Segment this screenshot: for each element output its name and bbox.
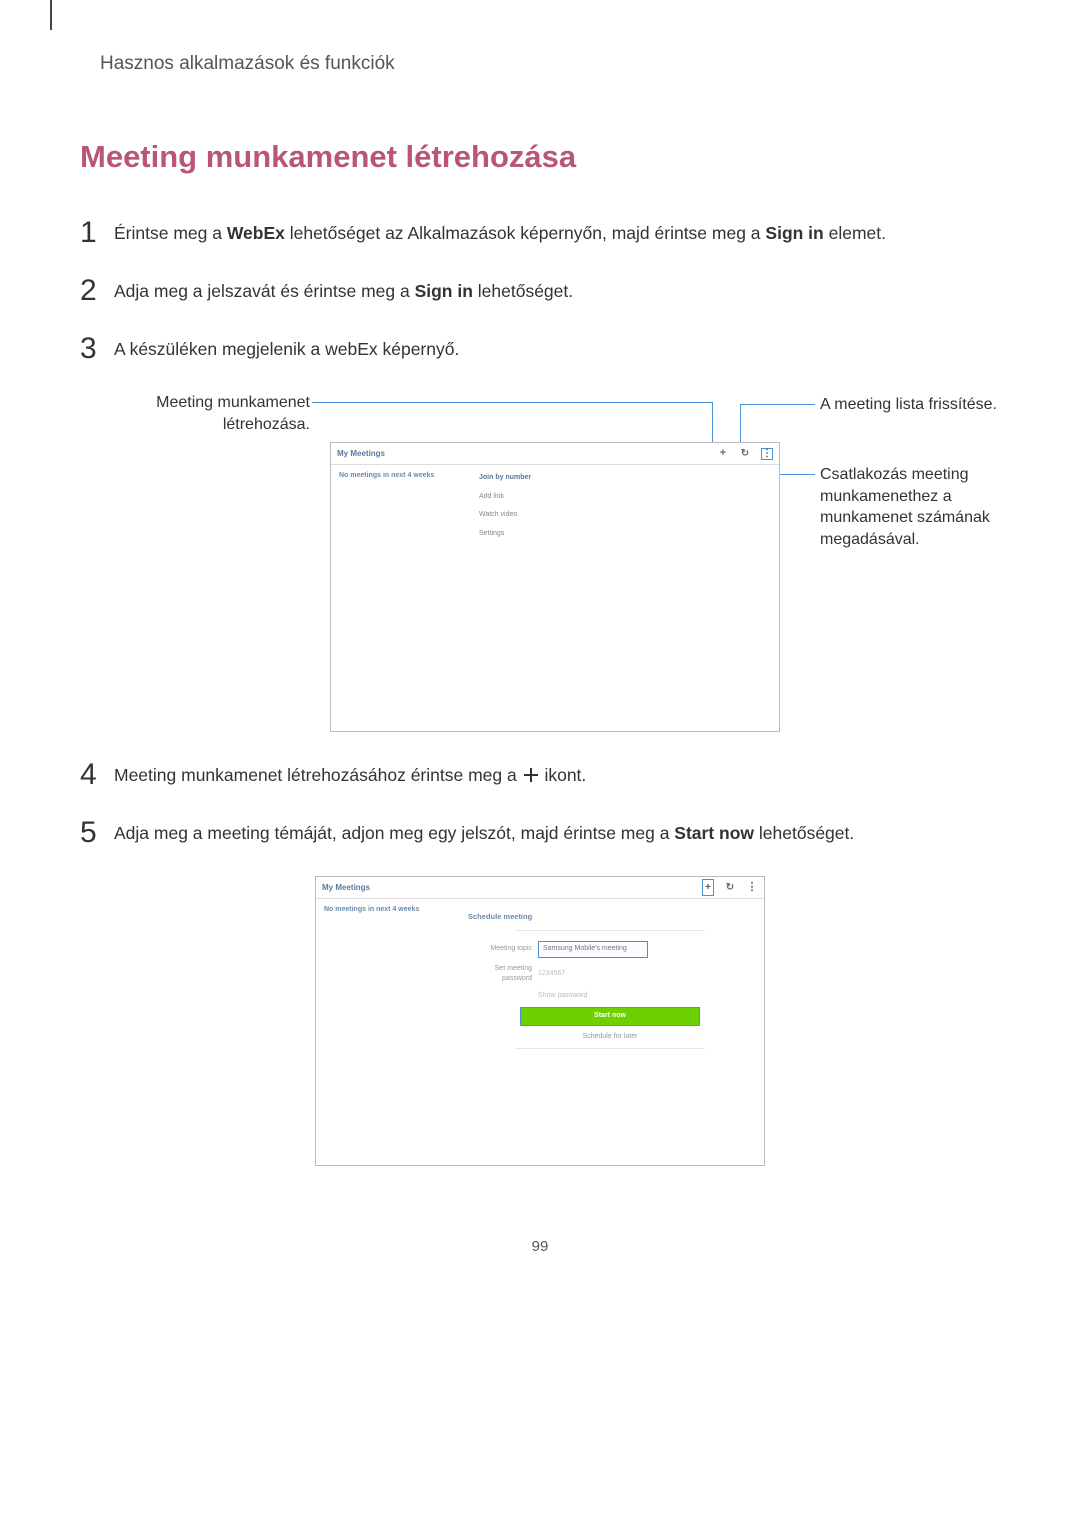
more-icon[interactable] — [761, 448, 773, 460]
menu-add-link[interactable]: Add link — [479, 492, 504, 503]
label-password: Set meeting password — [468, 964, 532, 985]
input-password[interactable]: 1234567 — [538, 969, 565, 980]
text: Adja meg a jelszavát és érintse meg a — [114, 281, 415, 301]
device-mock-2: My Meetings + ⋮ No meetings in next 4 we… — [315, 876, 765, 1166]
show-password-toggle[interactable]: Show password — [538, 991, 587, 1002]
step-number: 2 — [80, 276, 114, 306]
mock-title: My Meetings — [322, 882, 702, 894]
callout-line — [312, 402, 712, 403]
plus-icon[interactable]: + — [717, 448, 729, 460]
menu-settings[interactable]: Settings — [479, 529, 504, 540]
mock-header: My Meetings + ⋮ — [316, 877, 764, 899]
mock-right-panel: Schedule meeting Meeting topic Samsung M… — [456, 899, 764, 1167]
mock-left-panel: No meetings in next 4 weeks — [331, 465, 471, 733]
text: lehetőséget. — [473, 281, 573, 301]
bold: Start now — [674, 823, 754, 843]
bold: WebEx — [227, 223, 285, 243]
callout-right-refresh: A meeting lista frissítése. — [820, 394, 1040, 416]
text: ikont. — [540, 765, 587, 785]
page-margin-rule — [50, 0, 52, 30]
step-number: 3 — [80, 334, 114, 364]
form-row-topic: Meeting topic Samsung Mobile's meeting — [468, 941, 752, 958]
mock-body: No meetings in next 4 weeks Schedule mee… — [316, 899, 764, 1167]
figure-1: Meeting munkamenet létrehozása. A meetin… — [80, 392, 1000, 732]
text: Adja meg a meeting témáját, adjon meg eg… — [114, 823, 674, 843]
menu-watch-video[interactable]: Watch video — [479, 510, 517, 521]
divider — [515, 930, 705, 931]
step-text: A készüléken megjelenik a webEx képernyő… — [114, 334, 459, 362]
chapter-title: Hasznos alkalmazások és funkciók — [100, 50, 1000, 79]
callout-line — [740, 404, 815, 405]
refresh-icon[interactable] — [739, 448, 751, 460]
more-icon[interactable]: ⋮ — [746, 882, 758, 894]
text: Meeting munkamenet létrehozásához érints… — [114, 765, 522, 785]
menu-join-by-number[interactable]: Join by number — [479, 473, 531, 484]
step-number: 4 — [80, 760, 114, 790]
section-title: Meeting munkamenet létrehozása — [80, 134, 1000, 181]
form-row-showpw: Show password — [468, 991, 752, 1002]
mock-left-panel: No meetings in next 4 weeks — [316, 899, 456, 1167]
mock-title: My Meetings — [337, 448, 717, 460]
mock-body: No meetings in next 4 weeks Join by numb… — [331, 465, 779, 733]
plus-icon — [522, 766, 540, 784]
callout-left-create: Meeting munkamenet létrehozása. — [120, 392, 310, 435]
text: lehetőséget. — [754, 823, 854, 843]
plus-icon[interactable]: + — [702, 879, 714, 896]
page-number: 99 — [80, 1236, 1000, 1259]
mock-header-icons: + — [717, 448, 773, 460]
step-number: 5 — [80, 818, 114, 848]
text: Érintse meg a — [114, 223, 227, 243]
step-3: 3 A készüléken megjelenik a webEx képern… — [80, 334, 1000, 364]
step-text: Érintse meg a WebEx lehetőséget az Alkal… — [114, 218, 886, 246]
form-row-password: Set meeting password 1234567 — [468, 964, 752, 985]
bold: Sign in — [765, 223, 823, 243]
text: elemet. — [824, 223, 886, 243]
label-topic: Meeting topic — [468, 944, 532, 955]
input-topic[interactable]: Samsung Mobile's meeting — [538, 941, 648, 958]
start-now-button[interactable]: Start now — [520, 1007, 700, 1026]
panel-title: Schedule meeting — [468, 911, 752, 922]
device-mock-1: My Meetings + No meetings in next 4 week… — [330, 442, 780, 732]
refresh-icon[interactable] — [724, 882, 736, 894]
mock-header-icons: + ⋮ — [702, 879, 758, 896]
bold: Sign in — [415, 281, 473, 301]
step-1: 1 Érintse meg a WebEx lehetőséget az Alk… — [80, 218, 1000, 248]
step-2: 2 Adja meg a jelszavát és érintse meg a … — [80, 276, 1000, 306]
mock-right-panel: Join by number Add link Watch video Sett… — [471, 465, 779, 733]
step-4: 4 Meeting munkamenet létrehozásához érin… — [80, 760, 1000, 790]
step-text: Adja meg a jelszavát és érintse meg a Si… — [114, 276, 573, 304]
callout-right-join: Csatlakozás meeting munkamenethez a munk… — [820, 464, 1040, 550]
mock-header: My Meetings + — [331, 443, 779, 465]
step-number: 1 — [80, 218, 114, 248]
divider — [515, 1048, 705, 1049]
text: lehetőséget az Alkalmazások képernyőn, m… — [285, 223, 766, 243]
step-5: 5 Adja meg a meeting témáját, adjon meg … — [80, 818, 1000, 848]
step-text: Meeting munkamenet létrehozásához érints… — [114, 760, 586, 788]
step-text: Adja meg a meeting témáját, adjon meg eg… — [114, 818, 854, 846]
schedule-later-link[interactable]: Schedule for later — [520, 1032, 700, 1043]
